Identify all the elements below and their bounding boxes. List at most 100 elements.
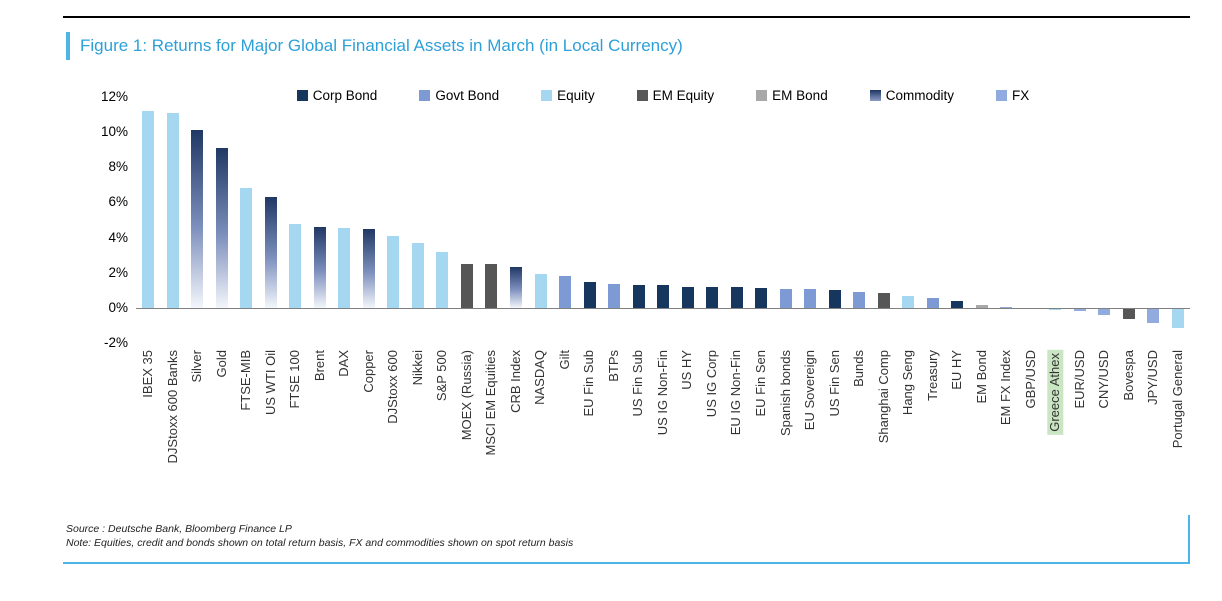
category-cell: Hang Seng	[896, 350, 921, 520]
category-label: EM FX Index	[998, 350, 1014, 426]
bar	[509, 267, 522, 308]
bar	[1147, 308, 1160, 323]
bar	[264, 197, 277, 308]
category-cell: Copper	[357, 350, 382, 520]
category-cell: US Fin Sub	[626, 350, 651, 520]
bar	[436, 251, 449, 308]
bar	[681, 286, 694, 308]
category-cell: DJStoxx 600	[381, 350, 406, 520]
category-label: FTSE-MIB	[238, 350, 254, 411]
category-label: EM Bond	[973, 350, 989, 404]
category-cell: Nikkei	[406, 350, 431, 520]
category-cell: DJStoxx 600 Banks	[161, 350, 186, 520]
category-cell: Spanish bonds	[773, 350, 798, 520]
bar	[215, 147, 228, 308]
bar	[657, 285, 670, 308]
bar	[755, 287, 768, 308]
bar	[608, 284, 621, 308]
category-label: EU Sovereign	[802, 350, 818, 431]
category-cell: US Fin Sen	[822, 350, 847, 520]
bar	[779, 288, 792, 308]
bar	[289, 223, 302, 308]
bar	[485, 263, 498, 308]
y-tick-label: -2%	[103, 335, 128, 350]
bar	[460, 263, 473, 308]
y-tick-label: 12%	[100, 89, 128, 104]
legend-item-em-bond: EM Bond	[756, 88, 828, 103]
bar-slot	[210, 97, 235, 343]
bar-slot	[896, 97, 921, 343]
category-label: CNY/USD	[1096, 350, 1112, 409]
category-cell: Gilt	[553, 350, 578, 520]
legend-label: Equity	[557, 88, 595, 103]
category-cell: EM Bond	[970, 350, 995, 520]
category-label: EU Fin Sen	[753, 350, 768, 417]
category-label: Gilt	[556, 350, 572, 370]
legend-swatch-icon	[541, 90, 553, 101]
category-cell: S&P 500	[430, 350, 455, 520]
category-cell: EU Sovereign	[798, 350, 823, 520]
bar	[313, 227, 326, 308]
legend-swatch-icon	[756, 90, 768, 101]
bar	[1049, 308, 1062, 310]
category-label: Portugal General	[1169, 350, 1185, 449]
category-label: US Fin Sen	[826, 350, 842, 417]
category-label: Bunds	[851, 350, 867, 387]
y-tick-label: 2%	[108, 264, 128, 280]
category-label: DJStoxx 600 Banks	[164, 350, 180, 464]
category-label: Bovespa	[1120, 350, 1136, 401]
category-cell: Silver	[185, 350, 210, 520]
bar-slot	[651, 97, 676, 343]
category-cell: IBEX 35	[136, 350, 161, 520]
category-cell: Greece Athex	[1043, 350, 1068, 520]
category-label: DAX	[336, 350, 352, 377]
category-cell: Shanghai Comp	[871, 350, 896, 520]
bar	[1098, 308, 1111, 315]
bar-slot	[700, 97, 725, 343]
bar-slot	[602, 97, 627, 343]
category-label: EU Fin Sub	[581, 350, 597, 417]
category-label: US IG Non-Fin	[654, 350, 670, 436]
bars-container	[136, 97, 1190, 343]
bar	[877, 292, 890, 308]
y-tick-label: 10%	[100, 124, 128, 140]
bar-slot	[283, 97, 308, 343]
bar-slot	[798, 97, 823, 343]
bar	[534, 274, 547, 308]
legend-label: FX	[1011, 88, 1030, 103]
category-label: Brent	[311, 350, 327, 382]
bar-slot	[773, 97, 798, 343]
bar	[1000, 306, 1013, 308]
category-cell: FTSE 100	[283, 350, 308, 520]
bar	[1122, 308, 1135, 319]
plot-area	[136, 97, 1190, 343]
bar	[828, 290, 841, 308]
category-label: FTSE 100	[287, 350, 303, 409]
category-label: Silver	[189, 350, 205, 383]
bar-slot	[994, 97, 1019, 343]
bar-slot	[577, 97, 602, 343]
bar-slot	[749, 97, 774, 343]
bar-slot	[1092, 97, 1117, 343]
legend-swatch-icon	[296, 90, 308, 101]
bar	[1171, 308, 1184, 329]
category-cell: Gold	[210, 350, 235, 520]
category-label: S&P 500	[434, 350, 450, 402]
bar	[559, 276, 572, 308]
category-cell: BTPs	[602, 350, 627, 520]
bar-slot	[1043, 97, 1068, 343]
bar-slot	[430, 97, 455, 343]
y-tick-label: 8%	[108, 159, 128, 175]
bar-slot	[921, 97, 946, 343]
category-label: DJStoxx 600	[385, 350, 401, 424]
source-text: Source : Deutsche Bank, Bloomberg Financ…	[66, 523, 292, 535]
bar	[926, 298, 939, 308]
category-cell: EU Fin Sen	[749, 350, 774, 520]
category-label: Greece Athex	[1047, 350, 1064, 435]
legend-label: Corp Bond	[312, 88, 378, 103]
category-cell: Brent	[308, 350, 333, 520]
top-divider	[63, 16, 1190, 18]
category-cell: CRB Index	[504, 350, 529, 520]
bar-slot	[136, 97, 161, 343]
category-label: US WTI Oil	[262, 350, 278, 415]
